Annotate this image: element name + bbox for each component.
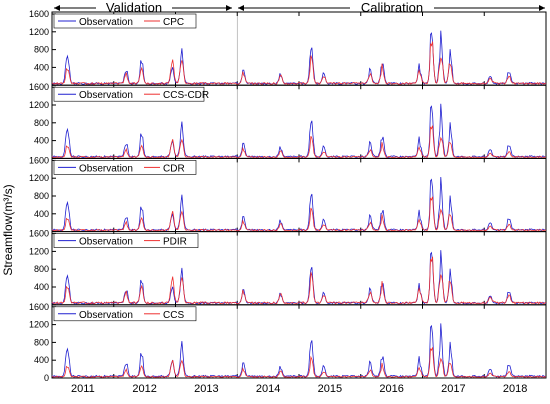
- y-axis-label: Streamflow(m³/s): [1, 184, 15, 275]
- calibration-label: Calibration: [361, 0, 423, 15]
- simulation-series: [51, 125, 547, 159]
- calibration-arrowhead-right: [539, 5, 545, 11]
- legend-box: [53, 233, 199, 248]
- simulation-series: [51, 41, 547, 86]
- y-tick-label: 1200: [29, 246, 49, 256]
- y-tick-label: 800: [34, 45, 49, 55]
- observation-series: [51, 250, 547, 305]
- y-tick-label: 400: [34, 136, 49, 146]
- simulation-series: [51, 347, 547, 378]
- y-tick-label: 1200: [29, 320, 49, 330]
- y-tick-label: 1600: [29, 229, 49, 239]
- legend-simulation-label: CCS-CDR: [163, 90, 209, 101]
- legend-box: [53, 13, 197, 29]
- year-label-2017: 2017: [441, 383, 465, 395]
- y-tick-label: 800: [34, 337, 49, 347]
- y-tick-label: 400: [34, 62, 49, 72]
- panel-pdir: 400 800 1200 1600 Observation PDIR: [29, 229, 547, 306]
- y-tick-label: 800: [34, 118, 49, 128]
- y-tick-label: 1200: [29, 27, 49, 37]
- year-label-2014: 2014: [256, 383, 280, 395]
- legend-box: [53, 306, 197, 322]
- y-tick-label: 800: [34, 264, 49, 274]
- legend-simulation-label: CCS: [163, 310, 184, 321]
- validation-arrowhead-right: [226, 5, 232, 11]
- panel-ccs-cdr: 400 800 1200 1600 Observation CCS-CDR: [29, 82, 547, 159]
- y-tick-label: 1600: [29, 155, 49, 165]
- y-tick-label: 1600: [29, 9, 49, 19]
- year-label-2018: 2018: [503, 383, 527, 395]
- y-tick-label: 1600: [29, 302, 49, 312]
- simulation-series: [51, 256, 547, 305]
- panel-cpc: 400 800 1200 1600 Observation CPC: [29, 9, 547, 86]
- panel-ccs: 0 400 800 1200 1600 Observation CCS: [29, 302, 547, 383]
- year-label-2016: 2016: [379, 383, 403, 395]
- validation-label: Validation: [106, 0, 162, 15]
- legend-observation-label: Observation: [79, 237, 133, 248]
- calibration-arrowhead-left: [238, 5, 244, 11]
- legend-simulation-label: CPC: [163, 17, 184, 28]
- y-tick-label: 400: [34, 282, 49, 292]
- legend-simulation-label: CDR: [163, 163, 185, 174]
- simulation-series: [51, 196, 547, 232]
- year-labels: 2011 2012 2013 2014 2015 2016 2017 2018: [71, 383, 527, 395]
- y-tick-label: 1200: [29, 100, 49, 110]
- legend-simulation-label: PDIR: [163, 237, 187, 248]
- year-label-2011: 2011: [71, 383, 95, 395]
- legend: Observation PDIR: [53, 233, 199, 248]
- year-label-2013: 2013: [194, 383, 218, 395]
- legend-box: [53, 86, 205, 102]
- year-label-2012: 2012: [132, 383, 156, 395]
- validation-arrowhead-left: [54, 5, 60, 11]
- y-tick-label: 800: [34, 191, 49, 201]
- year-label-2015: 2015: [318, 383, 342, 395]
- y-tick-label: 0: [44, 373, 49, 383]
- panel-cdr: 400 800 1200 1600 Observation CDR: [29, 155, 547, 233]
- legend: Observation CCS: [53, 306, 197, 322]
- y-tick-label: 1200: [29, 173, 49, 183]
- legend-observation-label: Observation: [79, 310, 133, 321]
- legend-box: [53, 160, 197, 175]
- legend-observation-label: Observation: [79, 90, 133, 101]
- legend-observation-label: Observation: [79, 17, 133, 28]
- y-tick-label: 1600: [29, 82, 49, 92]
- panels: 400 800 1200 1600 Observation CPC 400 800 1200 16…: [29, 9, 547, 383]
- y-tick-label: 400: [34, 355, 49, 365]
- period-header: Validation Calibration: [54, 0, 545, 15]
- legend: Observation CCS-CDR: [53, 86, 209, 102]
- observation-series: [51, 30, 547, 85]
- legend: Observation CDR: [53, 160, 197, 175]
- y-tick-label: 400: [34, 209, 49, 219]
- legend: Observation CPC: [53, 13, 197, 29]
- legend-observation-label: Observation: [79, 163, 133, 174]
